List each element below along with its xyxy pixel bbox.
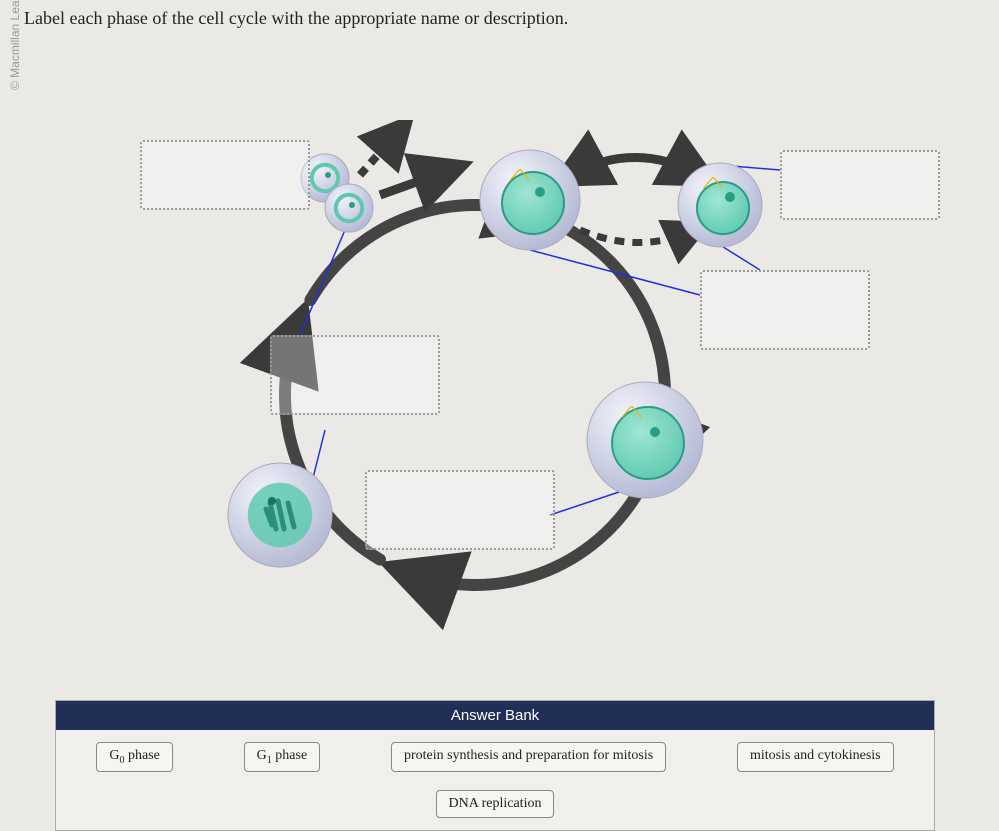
answer-bank-header: Answer Bank — [56, 701, 934, 730]
cell-cycle-diagram: ⟋⟍ ⟋⟍ ⟋⟍ — [80, 120, 900, 680]
answer-bank-body: G0 phase G1 phase protein synthesis and … — [56, 730, 934, 830]
dropzone[interactable] — [780, 150, 940, 220]
answer-chip[interactable]: protein synthesis and preparation for mi… — [391, 742, 666, 772]
answer-chip[interactable]: DNA replication — [436, 790, 555, 818]
answer-bank: Answer Bank G0 phase G1 phase protein sy… — [55, 700, 935, 831]
publisher-credit: © Macmillan Learning — [8, 0, 22, 90]
svg-text:⟋⟍: ⟋⟍ — [509, 169, 531, 184]
answer-chip[interactable]: G1 phase — [244, 742, 321, 772]
answer-chip[interactable]: mitosis and cytokinesis — [737, 742, 894, 772]
dropzone[interactable] — [140, 140, 310, 210]
dropzone[interactable] — [270, 335, 440, 415]
dropzone[interactable] — [365, 470, 555, 550]
svg-text:⟋⟍: ⟋⟍ — [621, 406, 643, 421]
question-text: Label each phase of the cell cycle with … — [24, 8, 568, 29]
dropzone[interactable] — [700, 270, 870, 350]
svg-text:⟋⟍: ⟋⟍ — [702, 177, 724, 192]
answer-chip[interactable]: G0 phase — [96, 742, 173, 772]
